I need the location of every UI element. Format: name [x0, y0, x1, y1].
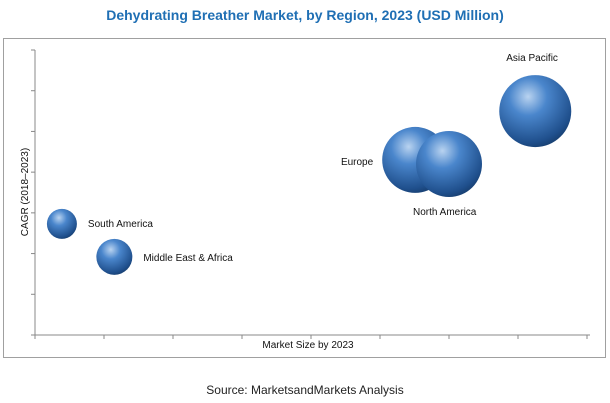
chart-title: Dehydrating Breather Market, by Region, … [106, 7, 504, 23]
x-axis-label: Market Size by 2023 [262, 340, 354, 351]
bubble-label: Asia Pacific [506, 53, 558, 64]
bubble-label: Middle East & Africa [143, 253, 233, 264]
y-axis-label: CAGR (2018–2023) [20, 148, 31, 236]
bubble-label: North America [413, 207, 477, 218]
bubble-1 [96, 238, 133, 275]
bubble-label: Europe [341, 157, 374, 168]
bubble-label: South America [88, 219, 153, 230]
bubble-0 [46, 208, 77, 239]
chart-frame [3, 38, 606, 358]
bubble-4 [499, 75, 572, 148]
source-note: Source: MarketsandMarkets Analysis [206, 383, 404, 397]
bubble-3 [416, 131, 482, 197]
